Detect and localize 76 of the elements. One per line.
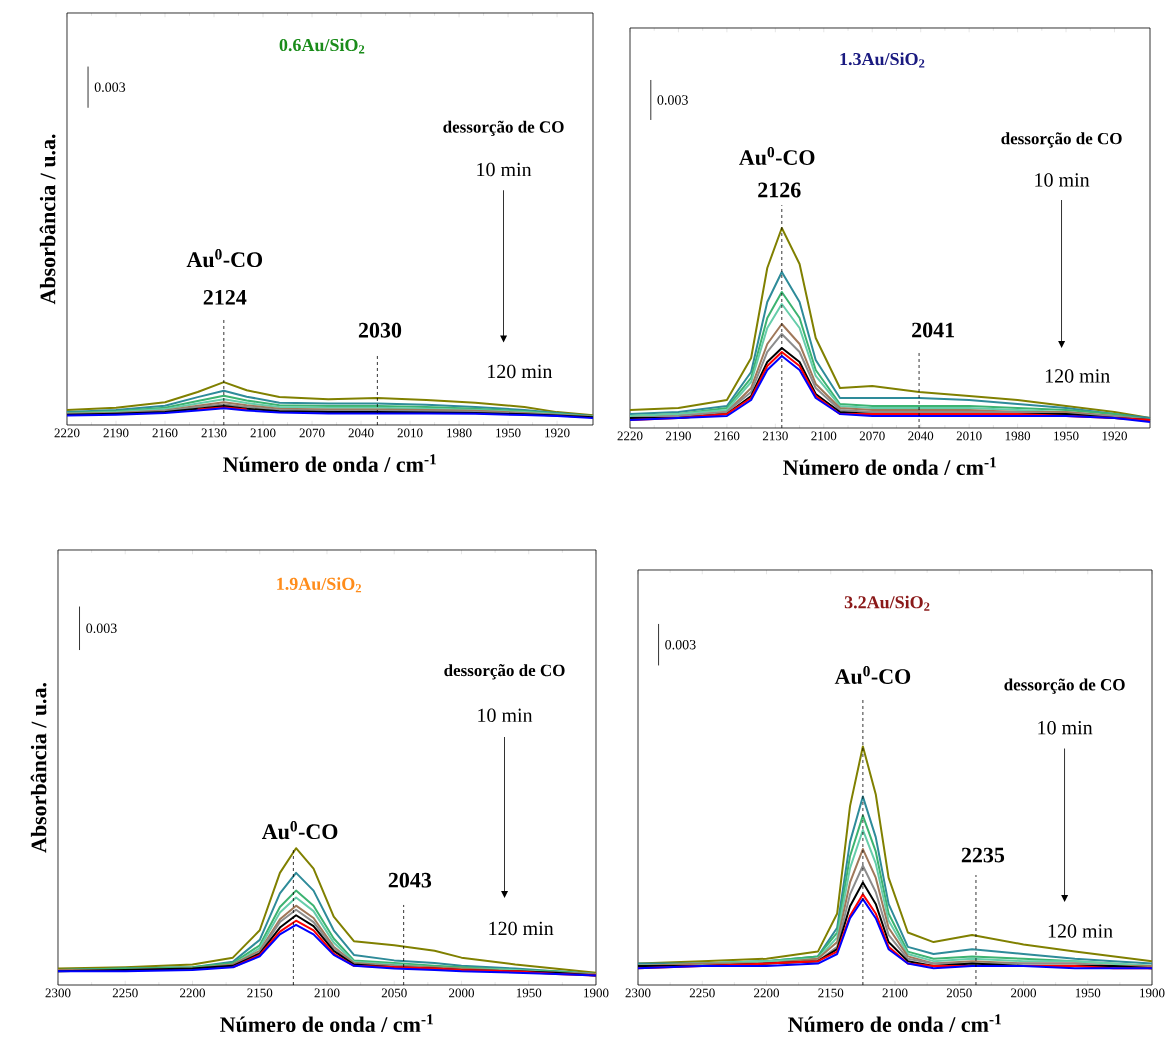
text: 10 min (477, 162, 532, 177)
annotation: 120 min (1045, 369, 1110, 383)
text: dessorção de CO (1001, 132, 1122, 148)
text: 120 min (488, 364, 553, 379)
x-tick-label: 2220 (617, 431, 643, 441)
x-axis-title: Número de onda / cm$^{-1}$ (223, 454, 436, 473)
x-tick-label: 1920 (1102, 431, 1127, 441)
x-tick-label: 2050 (946, 988, 972, 998)
x-tick-label: 1900 (584, 988, 609, 998)
x-tick-label: 2200 (180, 988, 205, 998)
x-tick-label: 2250 (689, 988, 715, 998)
x-tick-label: 1920 (545, 428, 570, 438)
x-tick-label: 2160 (152, 428, 178, 438)
text: 10 min (1038, 720, 1093, 735)
y-axis-title: Absorbância / u.a. (30, 682, 47, 853)
x-tick-label: 2010 (956, 431, 982, 441)
x-tick-label: 2100 (250, 428, 276, 438)
x-tick-label: 2250 (112, 988, 138, 998)
x-tick-label: 1950 (496, 428, 521, 438)
x-tick-label: 2300 (625, 988, 651, 998)
x-tick-label: 2100 (882, 988, 908, 998)
text: Au$^{0}$-CO (261, 821, 338, 840)
chart-title: 1.3Au/SiO$_{2}$ (840, 52, 925, 68)
text: Au$^{0}$-CO (186, 249, 263, 268)
text: dessorção de CO (1004, 678, 1125, 694)
text: 10 min (478, 708, 533, 723)
annotation: 2041 (912, 322, 955, 338)
x-tick-label: 1950 (1054, 431, 1079, 441)
text: 0.003 (94, 82, 126, 92)
chart-title: 3.2Au/SiO$_{2}$ (844, 595, 930, 611)
x-tick-label: 2190 (103, 428, 129, 438)
x-tick-label: 2040 (348, 428, 374, 438)
annotation: 2043 (388, 872, 432, 888)
text: Au$^{0}$-CO (739, 146, 815, 166)
text: Au$^{0}$-CO (834, 665, 911, 685)
annotation: 120 min (1048, 924, 1113, 938)
text: 0.003 (86, 623, 117, 634)
x-tick-label: 2190 (666, 431, 691, 441)
x-tick-label: 2050 (381, 988, 407, 998)
annotation: 120 min (489, 921, 554, 936)
x-tick-label: 2000 (449, 988, 474, 998)
x-tick-label: 1950 (1075, 988, 1101, 998)
x-tick-label: 2150 (247, 988, 273, 998)
x-tick-label: 1980 (447, 428, 472, 438)
text: dessorção de CO (443, 120, 564, 137)
x-axis-title: Número de onda / cm$^{-1}$ (220, 1014, 433, 1033)
x-tick-label: 2130 (201, 428, 227, 438)
x-tick-label: 2070 (299, 428, 325, 438)
x-tick-label: 1980 (1005, 431, 1031, 441)
x-tick-label: 1950 (516, 988, 542, 998)
chart-title: 1.9Au/SiO$_{2}$ (277, 577, 362, 593)
x-tick-label: 2000 (1011, 988, 1037, 998)
x-tick-label: 2220 (54, 428, 80, 438)
text: 2124 (203, 289, 247, 305)
x-axis-title: Número de onda / cm$^{-1}$ (783, 457, 996, 476)
x-tick-label: 2040 (908, 431, 934, 441)
x-tick-label: 2010 (397, 428, 423, 438)
x-tick-label: 2160 (714, 431, 740, 441)
annotation: 2235 (961, 847, 1005, 863)
text: 0.003 (657, 95, 688, 105)
x-tick-label: 2200 (754, 988, 780, 998)
x-tick-label: 2100 (811, 431, 837, 441)
x-tick-label: 2300 (45, 988, 71, 998)
x-tick-label: 2150 (818, 988, 844, 998)
text: 2126 (758, 182, 801, 198)
text: 0.003 (665, 639, 696, 650)
y-axis-title: Absorbância / u.a. (39, 134, 56, 305)
x-axis-title: Número de onda / cm$^{-1}$ (788, 1014, 1001, 1033)
x-tick-label: 2100 (314, 988, 340, 998)
text: 2030 (358, 322, 402, 338)
x-tick-label: 1900 (1140, 988, 1165, 998)
x-tick-label: 2070 (859, 431, 885, 441)
x-tick-label: 2130 (762, 431, 788, 441)
text: 10 min (1035, 173, 1090, 187)
text: dessorção de CO (444, 664, 565, 680)
chart-title: 0.6Au/SiO$_{2}$ (279, 38, 365, 54)
